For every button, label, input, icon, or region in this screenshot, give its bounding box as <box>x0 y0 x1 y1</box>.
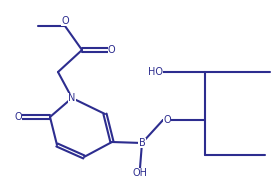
Text: HO: HO <box>148 67 163 77</box>
Text: O: O <box>14 112 22 122</box>
Text: B: B <box>139 138 145 148</box>
Text: O: O <box>61 16 69 26</box>
Text: O: O <box>163 115 171 125</box>
Text: O: O <box>108 45 116 55</box>
Text: OH: OH <box>133 168 147 178</box>
Text: N: N <box>68 93 76 103</box>
